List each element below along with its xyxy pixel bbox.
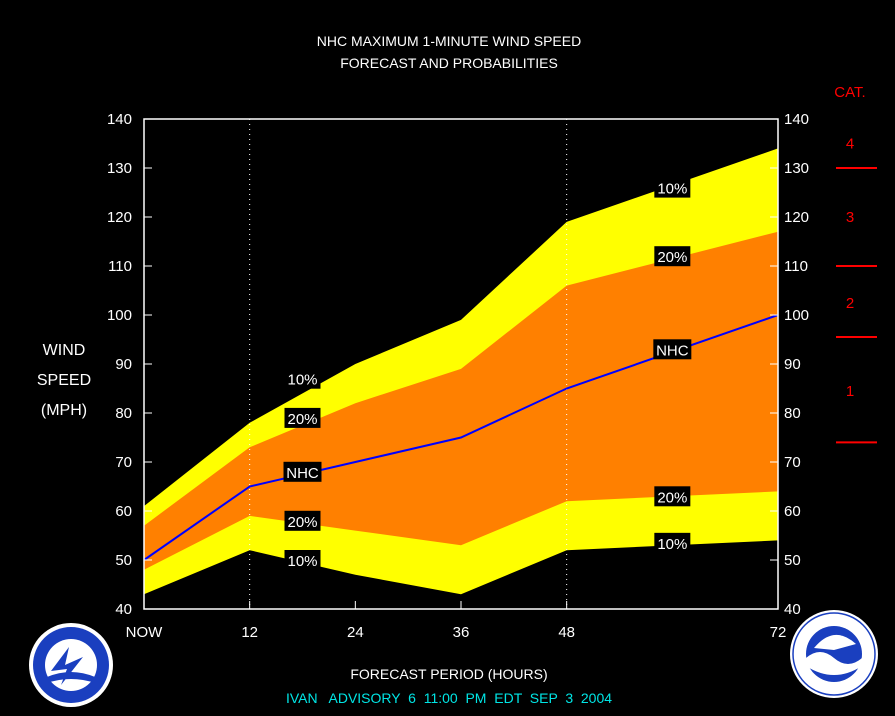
nhc-forecast-line bbox=[143, 314, 779, 561]
y-tick-label-right: 40 bbox=[784, 601, 801, 618]
probability-label-bg bbox=[654, 486, 691, 507]
y-tick-label-left: 130 bbox=[107, 160, 132, 177]
probability-label-bg bbox=[654, 177, 691, 198]
probability-label: 10% bbox=[287, 553, 317, 570]
x-tick-label: 24 bbox=[347, 624, 364, 641]
probability-label: 20% bbox=[657, 249, 687, 266]
noaa-logo bbox=[790, 610, 878, 698]
probability-label-bg bbox=[653, 339, 692, 360]
probability-label: 20% bbox=[657, 489, 687, 506]
y-tick-label-left: 70 bbox=[115, 454, 132, 471]
category-label: 2 bbox=[846, 295, 854, 312]
y-tick-label-right: 140 bbox=[784, 111, 809, 128]
y-tick-label-left: 50 bbox=[115, 552, 132, 569]
x-axis-label: FORECAST PERIOD (HOURS) bbox=[350, 666, 547, 682]
y-tick-label-right: 110 bbox=[784, 258, 808, 275]
y-tick-label-left: 120 bbox=[107, 209, 132, 226]
band-20pct-inner bbox=[144, 231, 778, 570]
probability-label: 10% bbox=[657, 181, 687, 198]
probability-label: 20% bbox=[287, 514, 317, 531]
y-tick-label-left: 40 bbox=[115, 601, 132, 618]
probability-label-bg bbox=[284, 407, 321, 428]
probability-label: 20% bbox=[287, 411, 317, 428]
x-tick-label: 48 bbox=[558, 624, 575, 641]
probability-label: NHC bbox=[656, 342, 689, 359]
y-tick-label-left: 110 bbox=[108, 258, 132, 275]
y-tick-label-right: 50 bbox=[784, 552, 801, 569]
y-tick-label-left: 60 bbox=[115, 503, 132, 520]
chart-subtitle: FORECAST AND PROBABILITIES bbox=[340, 55, 558, 71]
category-scale: 4 3 2 1 bbox=[836, 136, 877, 444]
y-axis-label-line2: SPEED bbox=[37, 372, 91, 389]
y-tick-label-right: 90 bbox=[784, 356, 801, 373]
x-tick-label: 12 bbox=[241, 624, 258, 641]
probability-bands bbox=[144, 148, 778, 595]
gridlines bbox=[249, 119, 568, 609]
x-tick-label: 36 bbox=[453, 624, 470, 641]
y-tick-label-right: 60 bbox=[784, 503, 801, 520]
category-title: CAT. bbox=[834, 84, 865, 101]
y-axis-ticks: 40 40 50 50 60 60 70 70 80 80 90 90 100 100 110 110 120 1… bbox=[107, 111, 809, 618]
probability-label: 10% bbox=[657, 536, 687, 553]
y-tick-label-left: 140 bbox=[107, 111, 132, 128]
probability-labels: 10% 20% NHC 20% 10% 10% 20% NHC 20% 10% bbox=[283, 177, 692, 570]
probability-label-bg bbox=[283, 461, 322, 482]
chart-title: NHC MAXIMUM 1-MINUTE WIND SPEED bbox=[317, 33, 581, 49]
y-tick-label-right: 70 bbox=[784, 454, 801, 471]
probability-label-bg bbox=[284, 550, 321, 570]
probability-label: NHC bbox=[286, 465, 319, 482]
x-tick-label: 72 bbox=[770, 624, 787, 641]
probability-label: 10% bbox=[287, 372, 317, 389]
y-tick-label-left: 100 bbox=[107, 307, 132, 324]
nhc-forecast-line-group bbox=[143, 314, 779, 561]
y-axis-label-line3: (MPH) bbox=[41, 402, 87, 419]
x-axis-ticks: NOW 12 24 36 48 72 bbox=[126, 601, 787, 641]
probability-label-bg bbox=[284, 510, 321, 531]
y-tick-label-left: 90 bbox=[115, 356, 132, 373]
nws-logo bbox=[29, 623, 113, 707]
category-label: 3 bbox=[846, 209, 854, 226]
y-axis-label-line1: WIND bbox=[43, 342, 86, 359]
y-tick-label-right: 130 bbox=[784, 160, 809, 177]
probability-label-bg bbox=[654, 246, 691, 267]
y-tick-label-right: 80 bbox=[784, 405, 801, 422]
category-label: 4 bbox=[846, 136, 854, 153]
y-tick-label-right: 100 bbox=[784, 307, 809, 324]
category-label: 1 bbox=[846, 383, 854, 400]
y-tick-label-left: 80 bbox=[115, 405, 132, 422]
x-tick-label: NOW bbox=[126, 624, 164, 641]
probability-label-bg bbox=[284, 368, 321, 389]
advisory-footer: IVAN ADVISORY 6 11:00 PM EDT SEP 3 2004 bbox=[286, 690, 612, 706]
y-tick-label-right: 120 bbox=[784, 209, 809, 226]
probability-label-bg bbox=[654, 532, 691, 553]
